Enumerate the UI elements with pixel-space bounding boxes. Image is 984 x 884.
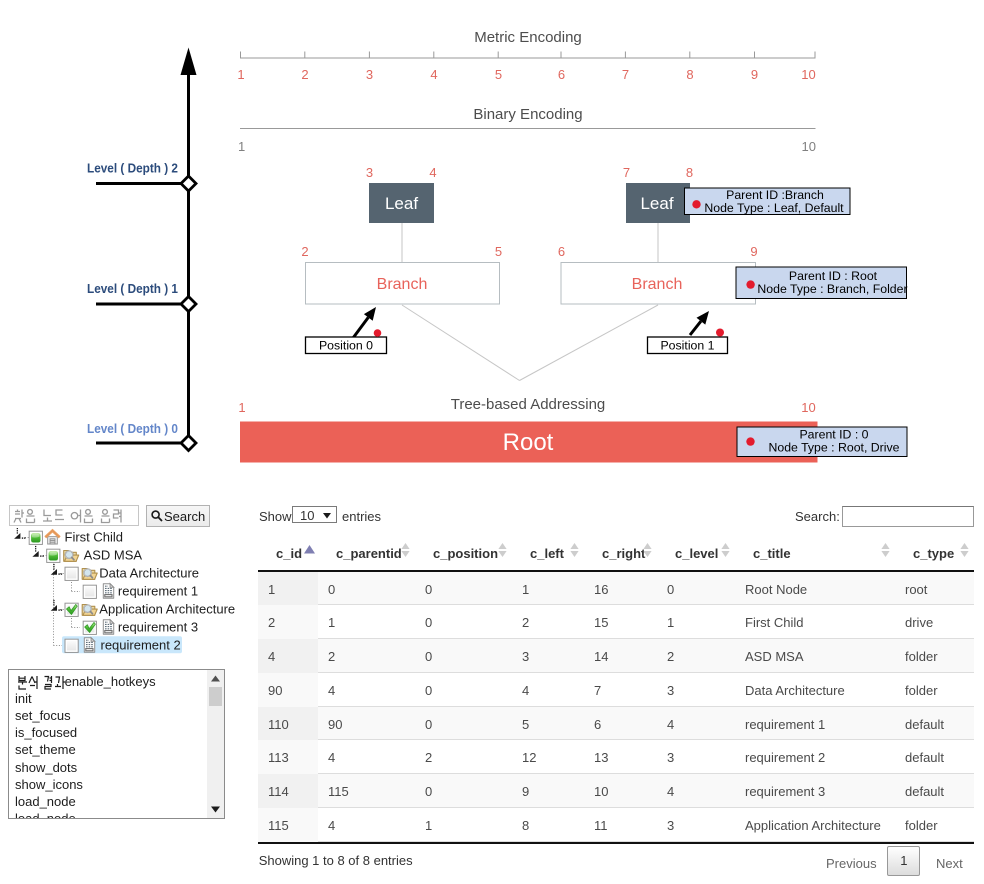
svg-text:requirement 3: requirement 3 xyxy=(118,620,198,635)
svg-text:3: 3 xyxy=(366,67,373,82)
svg-text:6: 6 xyxy=(558,67,565,82)
svg-text:6: 6 xyxy=(558,244,565,259)
svg-text:Branch: Branch xyxy=(632,276,683,293)
svg-text:8: 8 xyxy=(686,67,693,82)
svg-text:Branch: Branch xyxy=(377,276,428,293)
svg-text:4: 4 xyxy=(430,67,437,82)
svg-text:9: 9 xyxy=(751,67,758,82)
svg-text:Root: Root xyxy=(503,429,554,456)
svg-text:Position 0: Position 0 xyxy=(319,339,373,353)
svg-text:3: 3 xyxy=(366,165,373,180)
svg-text:7: 7 xyxy=(623,165,630,180)
svg-text:Metric Encoding: Metric Encoding xyxy=(474,29,582,46)
svg-text:2: 2 xyxy=(301,244,308,259)
svg-text:Leaf: Leaf xyxy=(640,194,673,213)
svg-text:4: 4 xyxy=(429,165,436,180)
svg-text:Parent ID :Branch: Parent ID :Branch xyxy=(726,188,824,202)
svg-text:Node Type : Root, Drive: Node Type : Root, Drive xyxy=(768,441,899,455)
svg-text:10: 10 xyxy=(801,400,815,415)
svg-text:2: 2 xyxy=(301,67,308,82)
svg-text:Node Type : Leaf, Default: Node Type : Leaf, Default xyxy=(704,201,844,215)
svg-text:Node Type : Branch, Folder: Node Type : Branch, Folder xyxy=(757,282,907,296)
svg-text:9: 9 xyxy=(750,244,757,259)
svg-text:First Child: First Child xyxy=(65,530,124,545)
svg-text:10: 10 xyxy=(802,139,816,154)
svg-text:requirement 2: requirement 2 xyxy=(101,638,181,653)
svg-text:10: 10 xyxy=(801,67,815,82)
svg-text:Level ( Depth ) 2: Level ( Depth ) 2 xyxy=(87,161,178,176)
svg-text:1: 1 xyxy=(238,139,245,154)
svg-text:5: 5 xyxy=(495,67,502,82)
svg-text:Parent ID : 0: Parent ID : 0 xyxy=(799,428,868,442)
svg-text:8: 8 xyxy=(686,165,693,180)
svg-text:requirement 1: requirement 1 xyxy=(118,584,198,599)
svg-text:Binary Encoding: Binary Encoding xyxy=(473,106,582,123)
svg-text:Tree-based Addressing: Tree-based Addressing xyxy=(451,396,606,413)
svg-text:Position 1: Position 1 xyxy=(660,339,714,353)
svg-text:Parent ID : Root: Parent ID : Root xyxy=(789,269,878,283)
svg-text:1: 1 xyxy=(238,400,245,415)
svg-text:Leaf: Leaf xyxy=(385,194,418,213)
svg-text:1: 1 xyxy=(237,67,244,82)
svg-text:Level ( Depth ) 1: Level ( Depth ) 1 xyxy=(87,281,178,296)
svg-text:5: 5 xyxy=(495,244,502,259)
svg-text:Application Architecture: Application Architecture xyxy=(99,602,235,617)
svg-text:Level ( Depth ) 0: Level ( Depth ) 0 xyxy=(87,421,178,436)
svg-text:ASD MSA: ASD MSA xyxy=(84,548,143,563)
svg-text:7: 7 xyxy=(622,67,629,82)
svg-text:Data Architecture: Data Architecture xyxy=(99,566,199,581)
